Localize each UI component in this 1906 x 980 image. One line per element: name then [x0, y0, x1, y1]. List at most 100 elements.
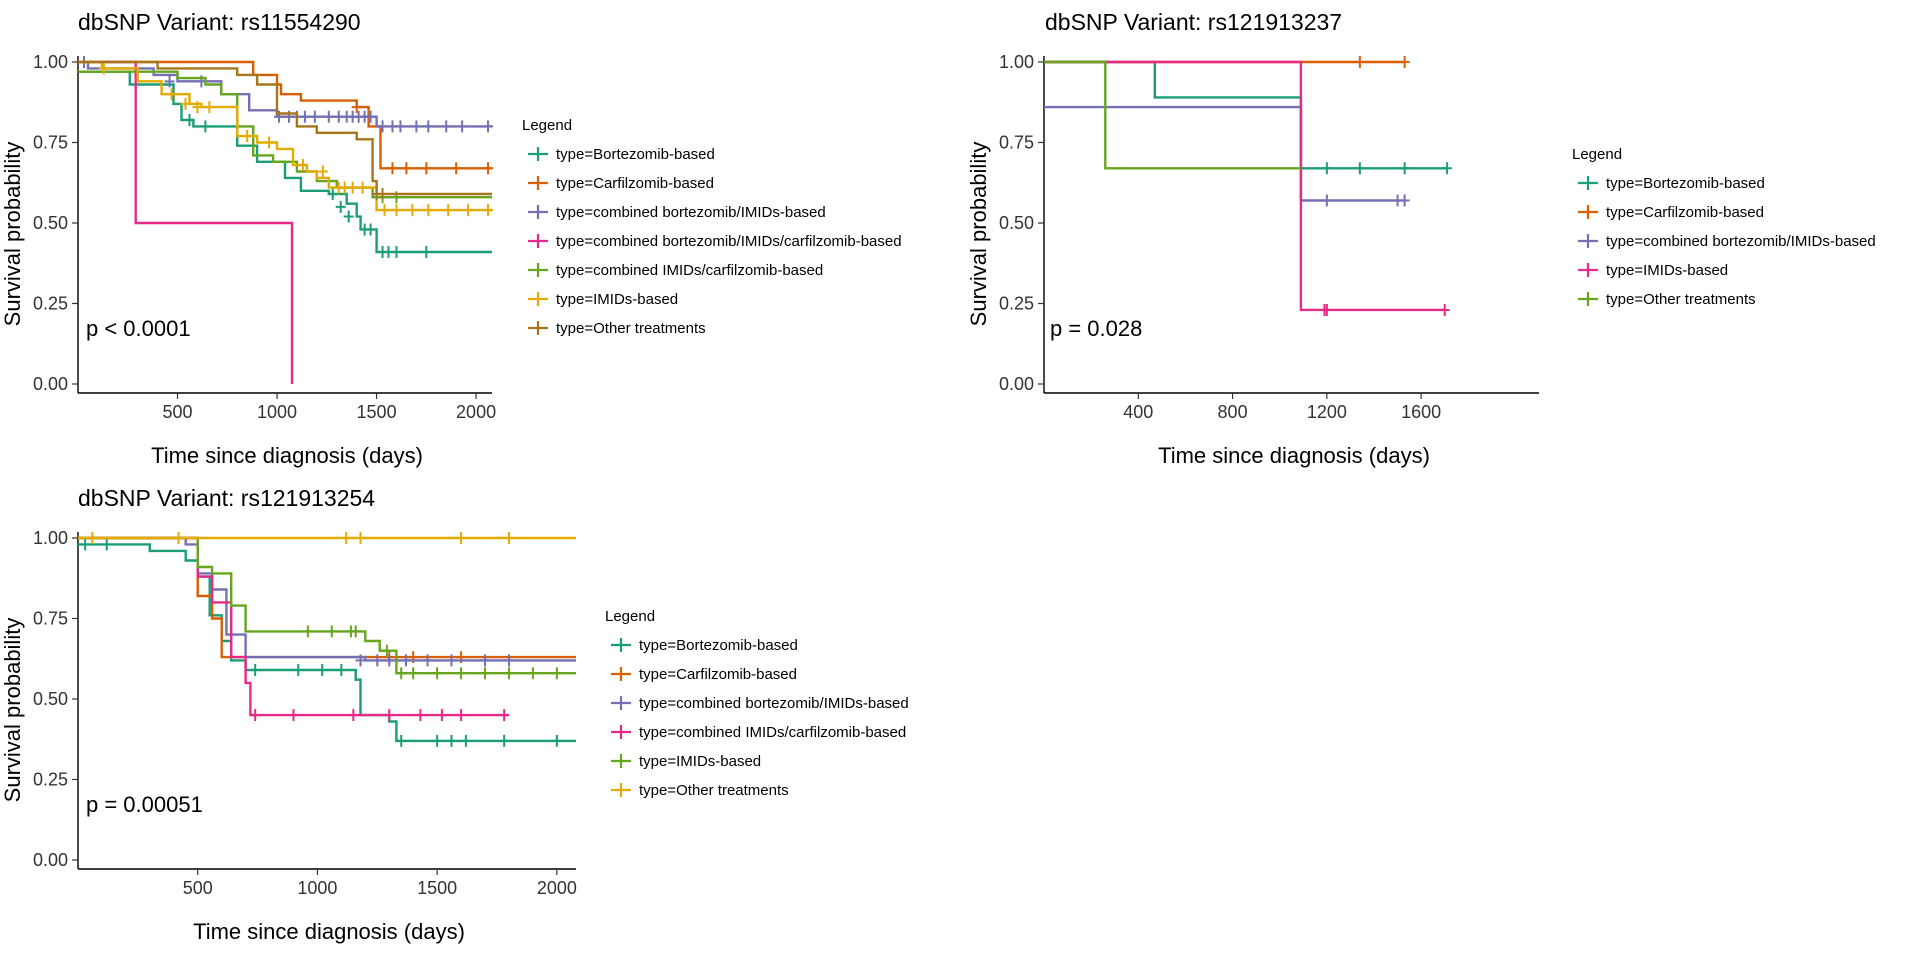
legend-key [611, 696, 631, 710]
censor-mark [365, 223, 376, 236]
p-value-text: p = 0.028 [1050, 316, 1142, 341]
legend-key [528, 147, 548, 161]
x-tick-label: 1600 [1401, 402, 1441, 422]
censor-mark [166, 88, 177, 101]
y-tick-label: 0.00 [999, 374, 1034, 394]
censor-mark [411, 120, 422, 133]
survival-curve-2 [1044, 105, 1405, 202]
censor-mark [80, 538, 91, 551]
y-tick-label: 0.50 [33, 213, 68, 233]
censor-mark [1321, 162, 1332, 175]
y-tick-label: 0.50 [999, 213, 1034, 233]
censor-mark [483, 204, 494, 217]
survival-curve-0 [78, 70, 492, 254]
censor-mark [355, 532, 366, 544]
y-tick-label: 0.00 [33, 374, 68, 394]
censor-mark [173, 532, 184, 544]
censor-mark [164, 75, 175, 88]
y-tick-label: 0.75 [999, 133, 1034, 153]
survival-panel-rs11554290: dbSNP Variant: rs11554290 p < 0.0001 Tim… [0, 9, 902, 468]
y-axis-label: Survival probability [0, 142, 25, 327]
censor-mark [341, 532, 352, 544]
censor-mark [1354, 162, 1365, 175]
legend-title: Legend [522, 117, 572, 134]
censor-mark [302, 625, 313, 638]
censor-mark [423, 120, 434, 133]
legend-label: type=Bortezomib-based [1606, 175, 1765, 192]
survival-curve-4 [78, 70, 492, 199]
survival-curve-0 [78, 543, 576, 743]
censor-mark [323, 110, 334, 123]
censor-mark [184, 113, 195, 126]
legend-key [611, 725, 631, 739]
x-tick-label: 1200 [1307, 402, 1347, 422]
legend-key [528, 321, 548, 335]
censor-mark [250, 664, 261, 677]
x-tick-label: 800 [1218, 402, 1248, 422]
x-tick-label: 2000 [537, 878, 577, 898]
survival-curve-5 [78, 60, 492, 212]
censor-mark [192, 101, 203, 114]
censor-mark [456, 709, 467, 722]
censor-mark [432, 734, 443, 747]
legend-label: type=Bortezomib-based [639, 637, 798, 654]
x-tick-label: 1000 [257, 402, 297, 422]
x-tick-label: 500 [183, 878, 213, 898]
legend-key [528, 263, 548, 277]
legend-label: type=combined IMIDs/carfilzomib-based [556, 262, 823, 279]
censor-mark [387, 162, 398, 175]
censor-mark [415, 709, 426, 722]
legend-title: Legend [605, 608, 655, 625]
censor-mark [401, 162, 412, 175]
censor-mark [200, 120, 211, 133]
legend-label: type=IMIDs-based [1606, 262, 1728, 279]
legend-label: type=combined bortezomib/IMIDs-based [556, 204, 826, 221]
censor-mark [98, 62, 109, 75]
p-value-text: p < 0.0001 [86, 316, 191, 341]
censor-mark [1321, 303, 1332, 316]
censor-mark [379, 204, 390, 217]
legend-label: type=Carfilzomib-based [556, 175, 714, 192]
x-axis-label: Time since diagnosis (days) [193, 919, 465, 944]
censor-mark [443, 204, 454, 217]
censor-mark [391, 245, 402, 258]
censor-mark [377, 188, 388, 201]
survival-curve-1 [78, 60, 492, 170]
censor-mark [87, 532, 98, 544]
censor-mark [423, 204, 434, 217]
legend-label: type=Other treatments [1606, 291, 1756, 308]
censor-mark [421, 245, 432, 258]
survival-curve-1 [78, 536, 576, 659]
legend-title: Legend [1572, 146, 1622, 163]
censor-mark [343, 210, 354, 223]
legend-label: type=Carfilzomib-based [639, 666, 797, 683]
legend-key [1578, 176, 1598, 190]
censor-mark [396, 734, 407, 747]
censor-mark [432, 667, 443, 680]
x-tick-label: 500 [162, 402, 192, 422]
y-tick-label: 0.75 [33, 133, 68, 153]
censor-mark [551, 734, 562, 747]
censor-mark [1442, 162, 1453, 175]
censor-mark [288, 709, 299, 722]
y-tick-label: 1.00 [33, 52, 68, 72]
x-tick-label: 1500 [357, 402, 397, 422]
x-axis-label: Time since diagnosis (days) [1158, 443, 1430, 468]
y-axis-label: Survival probability [966, 142, 991, 327]
censor-mark [317, 165, 328, 178]
censor-mark [456, 532, 467, 544]
censor-mark [391, 204, 402, 217]
legend-label: type=combined bortezomib/IMIDs/carfilzom… [556, 233, 902, 250]
censor-mark [463, 204, 474, 217]
censor-mark [480, 667, 491, 680]
censor-mark [264, 136, 275, 149]
legend-label: type=IMIDs-based [556, 291, 678, 308]
censor-mark [421, 162, 432, 175]
censor-mark [408, 667, 419, 680]
legend-label: type=combined IMIDs/carfilzomib-based [639, 724, 906, 741]
censor-mark [297, 159, 308, 172]
censor-mark [1354, 56, 1365, 68]
legend-key [611, 638, 631, 652]
censor-mark [293, 664, 304, 677]
